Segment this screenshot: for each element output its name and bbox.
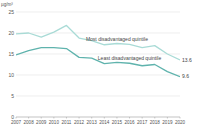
x-tick <box>79 117 80 119</box>
y-tick-label: 5 <box>11 93 14 99</box>
x-tick <box>28 117 29 119</box>
x-tick <box>104 117 105 119</box>
series-line <box>16 48 180 77</box>
grid-line <box>16 33 180 34</box>
x-tick-label: 2017 <box>137 120 148 125</box>
x-tick <box>53 117 54 119</box>
x-tick <box>142 117 143 119</box>
grid-line <box>16 75 180 76</box>
x-tick <box>167 117 168 119</box>
x-tick <box>66 117 67 119</box>
x-tick-label: 2008 <box>23 120 34 125</box>
series-label: Least disadvantaged quintile <box>98 55 162 61</box>
chart-root: 0510152025200720082009201020112012201320… <box>0 0 200 127</box>
x-tick-label: 2010 <box>49 120 60 125</box>
x-tick <box>91 117 92 119</box>
grid-line <box>16 117 180 118</box>
x-tick-label: 2015 <box>112 120 123 125</box>
grid-line <box>16 96 180 97</box>
x-tick-label: 2014 <box>99 120 110 125</box>
x-tick-label: 2019 <box>162 120 173 125</box>
x-tick-label: 2007 <box>11 120 22 125</box>
chart-svg: 0510152025200720082009201020112012201320… <box>0 0 200 127</box>
x-tick <box>129 117 130 119</box>
x-tick-label: 2013 <box>87 120 98 125</box>
x-tick <box>41 117 42 119</box>
y-tick-label: 20 <box>8 30 14 36</box>
x-tick <box>180 117 181 119</box>
y-tick-label: 0 <box>11 114 14 120</box>
x-tick-label: 2016 <box>124 120 135 125</box>
series-label: Most disadvantaged quintile <box>86 36 148 42</box>
y-tick-label: 15 <box>8 51 14 57</box>
x-tick-label: 2009 <box>36 120 47 125</box>
y-tick-label: 10 <box>8 72 14 78</box>
x-tick-label: 2011 <box>62 120 72 125</box>
plot-area <box>16 25 180 76</box>
x-tick-label: 2012 <box>74 120 85 125</box>
y-axis-label: µg/m³ <box>1 2 13 7</box>
grid-line <box>16 12 180 13</box>
x-tick-label: 2020 <box>175 120 186 125</box>
end-annotation: 13.6 <box>182 57 192 63</box>
x-tick <box>116 117 117 119</box>
x-tick-label: 2018 <box>150 120 161 125</box>
end-annotation: 9.6 <box>182 73 189 79</box>
x-tick <box>16 117 17 119</box>
x-tick <box>154 117 155 119</box>
y-tick-label: 25 <box>8 9 14 15</box>
